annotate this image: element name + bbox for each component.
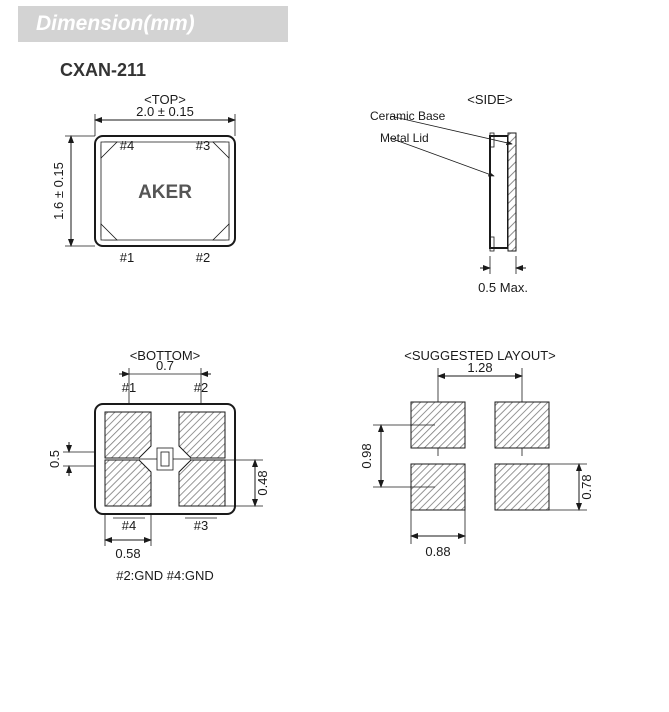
side-height: 0.5 Max. — [478, 280, 528, 295]
bottom-pad2: #2 — [194, 380, 208, 395]
top-pad1: #1 — [120, 250, 134, 265]
ceramic-base-label: Ceramic Base — [370, 109, 446, 123]
top-pad3: #3 — [196, 138, 210, 153]
bottom-pad-2 — [179, 412, 225, 458]
bottom-pad-h: 0.48 — [255, 470, 270, 495]
bottom-pad-4 — [105, 460, 151, 506]
bottom-pad3-l: #3 — [194, 518, 208, 533]
diagram-canvas: <TOP> 2.0 ± 0.15 1.6 ± 0.15 AKER #4 #3 #… — [0, 81, 669, 661]
top-view: <TOP> 2.0 ± 0.15 1.6 ± 0.15 AKER #4 #3 #… — [51, 92, 235, 265]
top-pad4: #4 — [120, 138, 134, 153]
top-logo: AKER — [138, 182, 192, 203]
layout-pitch-h: 0.98 — [359, 443, 374, 468]
top-height-dim: 1.6 ± 0.15 — [51, 162, 66, 220]
layout-pad-w: 0.88 — [425, 544, 450, 559]
bottom-pad4-l: #4 — [122, 518, 136, 533]
top-width-dim: 2.0 ± 0.15 — [136, 104, 194, 119]
bottom-pad-w: 0.58 — [115, 546, 140, 561]
part-name: CXAN-211 — [60, 60, 669, 81]
bottom-pitch-w: 0.7 — [156, 358, 174, 373]
bottom-pad-1 — [105, 412, 151, 458]
layout-pad-h: 0.78 — [579, 474, 594, 499]
side-view: <SIDE> Ceramic Base Metal Lid 0.5 Max. — [370, 92, 528, 295]
layout-pitch-w: 1.28 — [467, 360, 492, 375]
bottom-pad-3 — [179, 460, 225, 506]
bottom-pad1: #1 — [122, 380, 136, 395]
bottom-view: <BOTTOM> 0.7 #1 #2 #4 — [47, 348, 270, 583]
section-header: Dimension(mm) — [18, 6, 288, 42]
bottom-trace-h: 0.5 — [47, 450, 62, 468]
bottom-gnd-note: #2:GND #4:GND — [116, 568, 214, 583]
top-pad2: #2 — [196, 250, 210, 265]
layout-view: <SUGGESTED LAYOUT> 1.28 0.98 0.78 0.88 — [359, 348, 594, 559]
side-label: <SIDE> — [467, 92, 513, 107]
